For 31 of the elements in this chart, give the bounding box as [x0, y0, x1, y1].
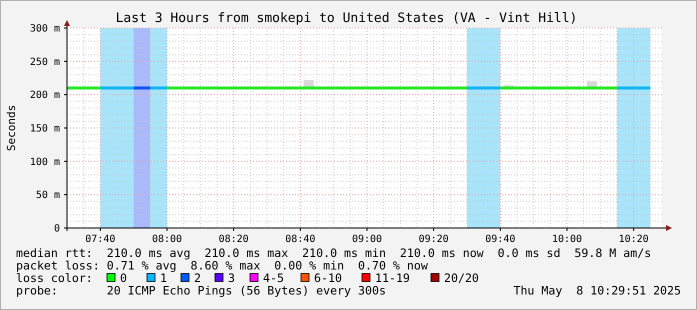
x-tick-label: 10:20	[618, 234, 649, 245]
y-tick-label: 100 m	[30, 156, 60, 168]
text: 0	[120, 271, 127, 285]
y-axis-title: Seconds	[5, 104, 18, 152]
text: 3	[228, 271, 235, 285]
x-tick-label: 09:40	[485, 234, 516, 245]
text: packet loss: 0.71 % avg 8.60 % max 0.00 % min 0.70 % now	[16, 258, 428, 272]
text: 1	[160, 271, 167, 285]
text: 11-19	[375, 271, 410, 285]
y-tick-label: 50 m	[36, 190, 60, 202]
x-tick-label: 09:00	[352, 234, 382, 245]
text: probe: 20 ICMP Echo Pings (56 Bytes) every 300s	[16, 284, 386, 298]
text: 6-10	[314, 271, 342, 285]
x-tick-label: 07:40	[85, 234, 116, 245]
y-tick-label: 0	[54, 224, 60, 234]
text: 4-5	[263, 271, 284, 285]
x-tick-label: 08:40	[285, 234, 316, 245]
y-tick-label: 250 m	[30, 56, 60, 68]
text: loss color:	[16, 271, 93, 285]
x-tick-label: 08:00	[152, 234, 182, 245]
text: 2	[194, 271, 201, 285]
y-tick-label: 200 m	[30, 90, 60, 102]
x-tick-label: 10:00	[552, 234, 582, 245]
x-tick-label: 08:20	[218, 234, 249, 245]
x-tick-label: 09:20	[418, 234, 449, 245]
text: median rtt: 210.0 ms avg 210.0 ms max 210.0 ms min 210.0 ms now 0.0 ms sd 59.8 M am/s	[16, 246, 652, 260]
y-tick-label: 150 m	[30, 124, 60, 134]
chart-title: Last 3 Hours from smokepi to United States (VA - Vint Hill)	[116, 11, 578, 26]
y-tick-label: 300 m	[30, 24, 60, 34]
text: 20/20	[444, 271, 479, 285]
text: Thu May 8 10:29:51 2025	[513, 284, 682, 298]
